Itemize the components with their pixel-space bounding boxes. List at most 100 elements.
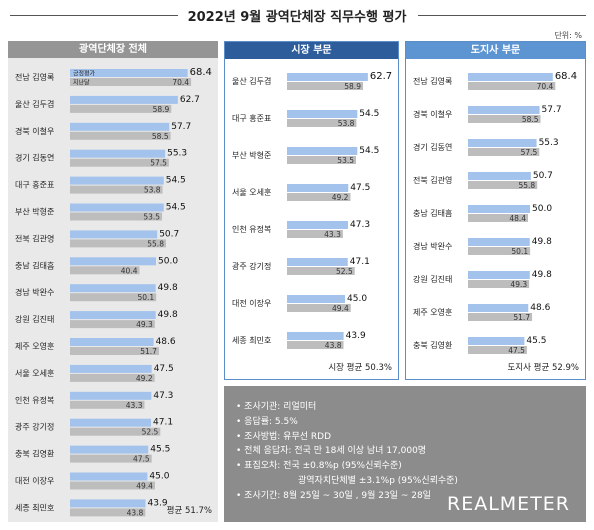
category-label: 서울 오세훈 [232,187,271,197]
value-label-current: 49.8 [158,310,178,320]
category-label: 충남 김태흠 [15,260,54,270]
bar-previous [468,346,527,354]
value-label-previous: 51.7 [140,347,157,356]
category-label: 대구 홍준표 [15,180,54,190]
value-label-current: 49.8 [532,237,552,247]
category-label: 경기 김동연 [15,153,54,163]
value-label-previous: 55.8 [147,239,164,248]
category-label: 부산 박형준 [15,207,54,217]
category-label: 세종 최민호 [232,335,271,345]
bar-previous [468,115,541,123]
category-label: 울산 김두겸 [15,99,54,109]
value-label-current: 54.5 [166,203,186,213]
value-label-current: 57.7 [171,122,191,132]
category-label: 경북 이철우 [413,109,452,119]
panel-governor: 도지사 부문 전남 김영록 68.4 70.4 경북 이철우 57.7 58.5 경기 김동… [405,41,586,380]
value-label-current: 50.7 [533,171,553,181]
info-line: • 응답률: 5.5% [236,416,298,427]
value-label-previous: 58.9 [153,105,170,114]
bar-current [70,499,146,508]
info-line: • 조사방법: 유무선 RDD [236,431,331,442]
bar-current [468,271,530,279]
value-label-previous: 43.3 [126,401,143,410]
value-label-previous: 57.5 [521,148,538,157]
bar-current [70,69,188,77]
info-line: • 조사기관: 리얼미터 [236,402,317,412]
value-label-previous: 48.4 [509,214,526,223]
value-label-previous: 70.4 [172,78,189,87]
category-label: 충남 김태흠 [413,208,452,218]
category-label: 광주 강기정 [15,422,54,432]
value-label-current: 62.7 [180,95,200,105]
value-label-current: 45.5 [526,336,546,346]
value-label-current: 62.7 [370,71,392,82]
bar-current [70,257,156,266]
legend-current-label: 긍정평가 [73,70,96,78]
title-rule-right [418,15,586,16]
value-label-current: 45.0 [149,472,169,482]
bar-current [468,139,537,147]
average-governor: 도지사 평균 52.9% [507,363,579,373]
bar-current [70,418,152,427]
panel-all-title: 광역단체장 전체 [8,41,218,58]
bar-current [468,172,531,180]
value-label-current: 50.0 [532,204,552,214]
category-label: 인천 유정복 [232,224,271,234]
value-label-previous: 43.8 [127,508,144,517]
bar-previous [70,212,163,221]
category-label: 전남 김영록 [413,76,452,86]
category-label: 제주 오영훈 [413,307,452,317]
bar-current [287,258,348,266]
unit-label: 단위: % [554,31,582,40]
value-label-previous: 50.1 [511,247,528,256]
value-label-current: 47.3 [153,391,173,401]
bar-current [287,332,344,340]
bar-previous [70,427,161,436]
bar-current [70,149,166,158]
value-label-previous: 58.9 [344,82,361,91]
value-label-current: 48.6 [156,337,176,347]
value-label-current: 47.5 [350,183,370,193]
bar-previous [468,82,556,90]
value-label-previous: 49.3 [510,280,527,289]
value-label-current: 50.7 [159,229,179,239]
category-label: 강원 김진태 [15,314,54,324]
value-label-current: 45.0 [347,294,367,304]
bar-current [468,106,540,114]
value-label-current: 54.5 [359,109,379,119]
bar-previous [70,104,172,113]
category-label: 울산 김두겸 [232,76,271,86]
bar-previous [70,373,155,382]
bar-previous [70,131,171,140]
bar-previous [287,341,344,349]
chart-governor: 전남 김영록 68.470.4 경북 이철우 57.758.5 경기 김동연 55.357… [413,71,577,355]
category-label: 제주 오영훈 [15,341,54,351]
bar-previous [287,82,363,90]
info-line: • 전체 응답자: 전국 만 18세 이상 남녀 17,000명 [236,446,427,457]
bar-previous [70,185,163,194]
category-label: 충북 김영환 [15,449,55,459]
value-label-current: 48.6 [530,303,550,313]
bar-previous [70,293,157,302]
bar-previous [287,230,343,238]
bar-current [287,147,358,155]
bar-previous [287,304,351,312]
category-label: 대전 이장우 [232,298,271,308]
category-label: 부산 박형준 [232,150,271,160]
bar-current [70,311,156,320]
value-label-previous: 40.4 [121,266,138,275]
category-label: 충북 김영환 [413,340,453,350]
value-label-previous: 55.8 [518,181,535,190]
category-label: 전북 김관영 [15,233,54,243]
bar-current [287,221,349,229]
value-label-current: 50.0 [158,256,178,266]
bar-current [70,472,148,481]
bar-current [468,238,530,246]
category-label: 대구 홍준표 [232,113,271,123]
value-label-previous: 58.5 [152,132,169,141]
bar-current [287,184,349,192]
average-all: 평균 51.7% [166,506,212,516]
info-line: 광역자치단체별 ±3.1%p (95%신뢰수준) [298,475,458,486]
category-label: 인천 유정복 [15,395,54,405]
